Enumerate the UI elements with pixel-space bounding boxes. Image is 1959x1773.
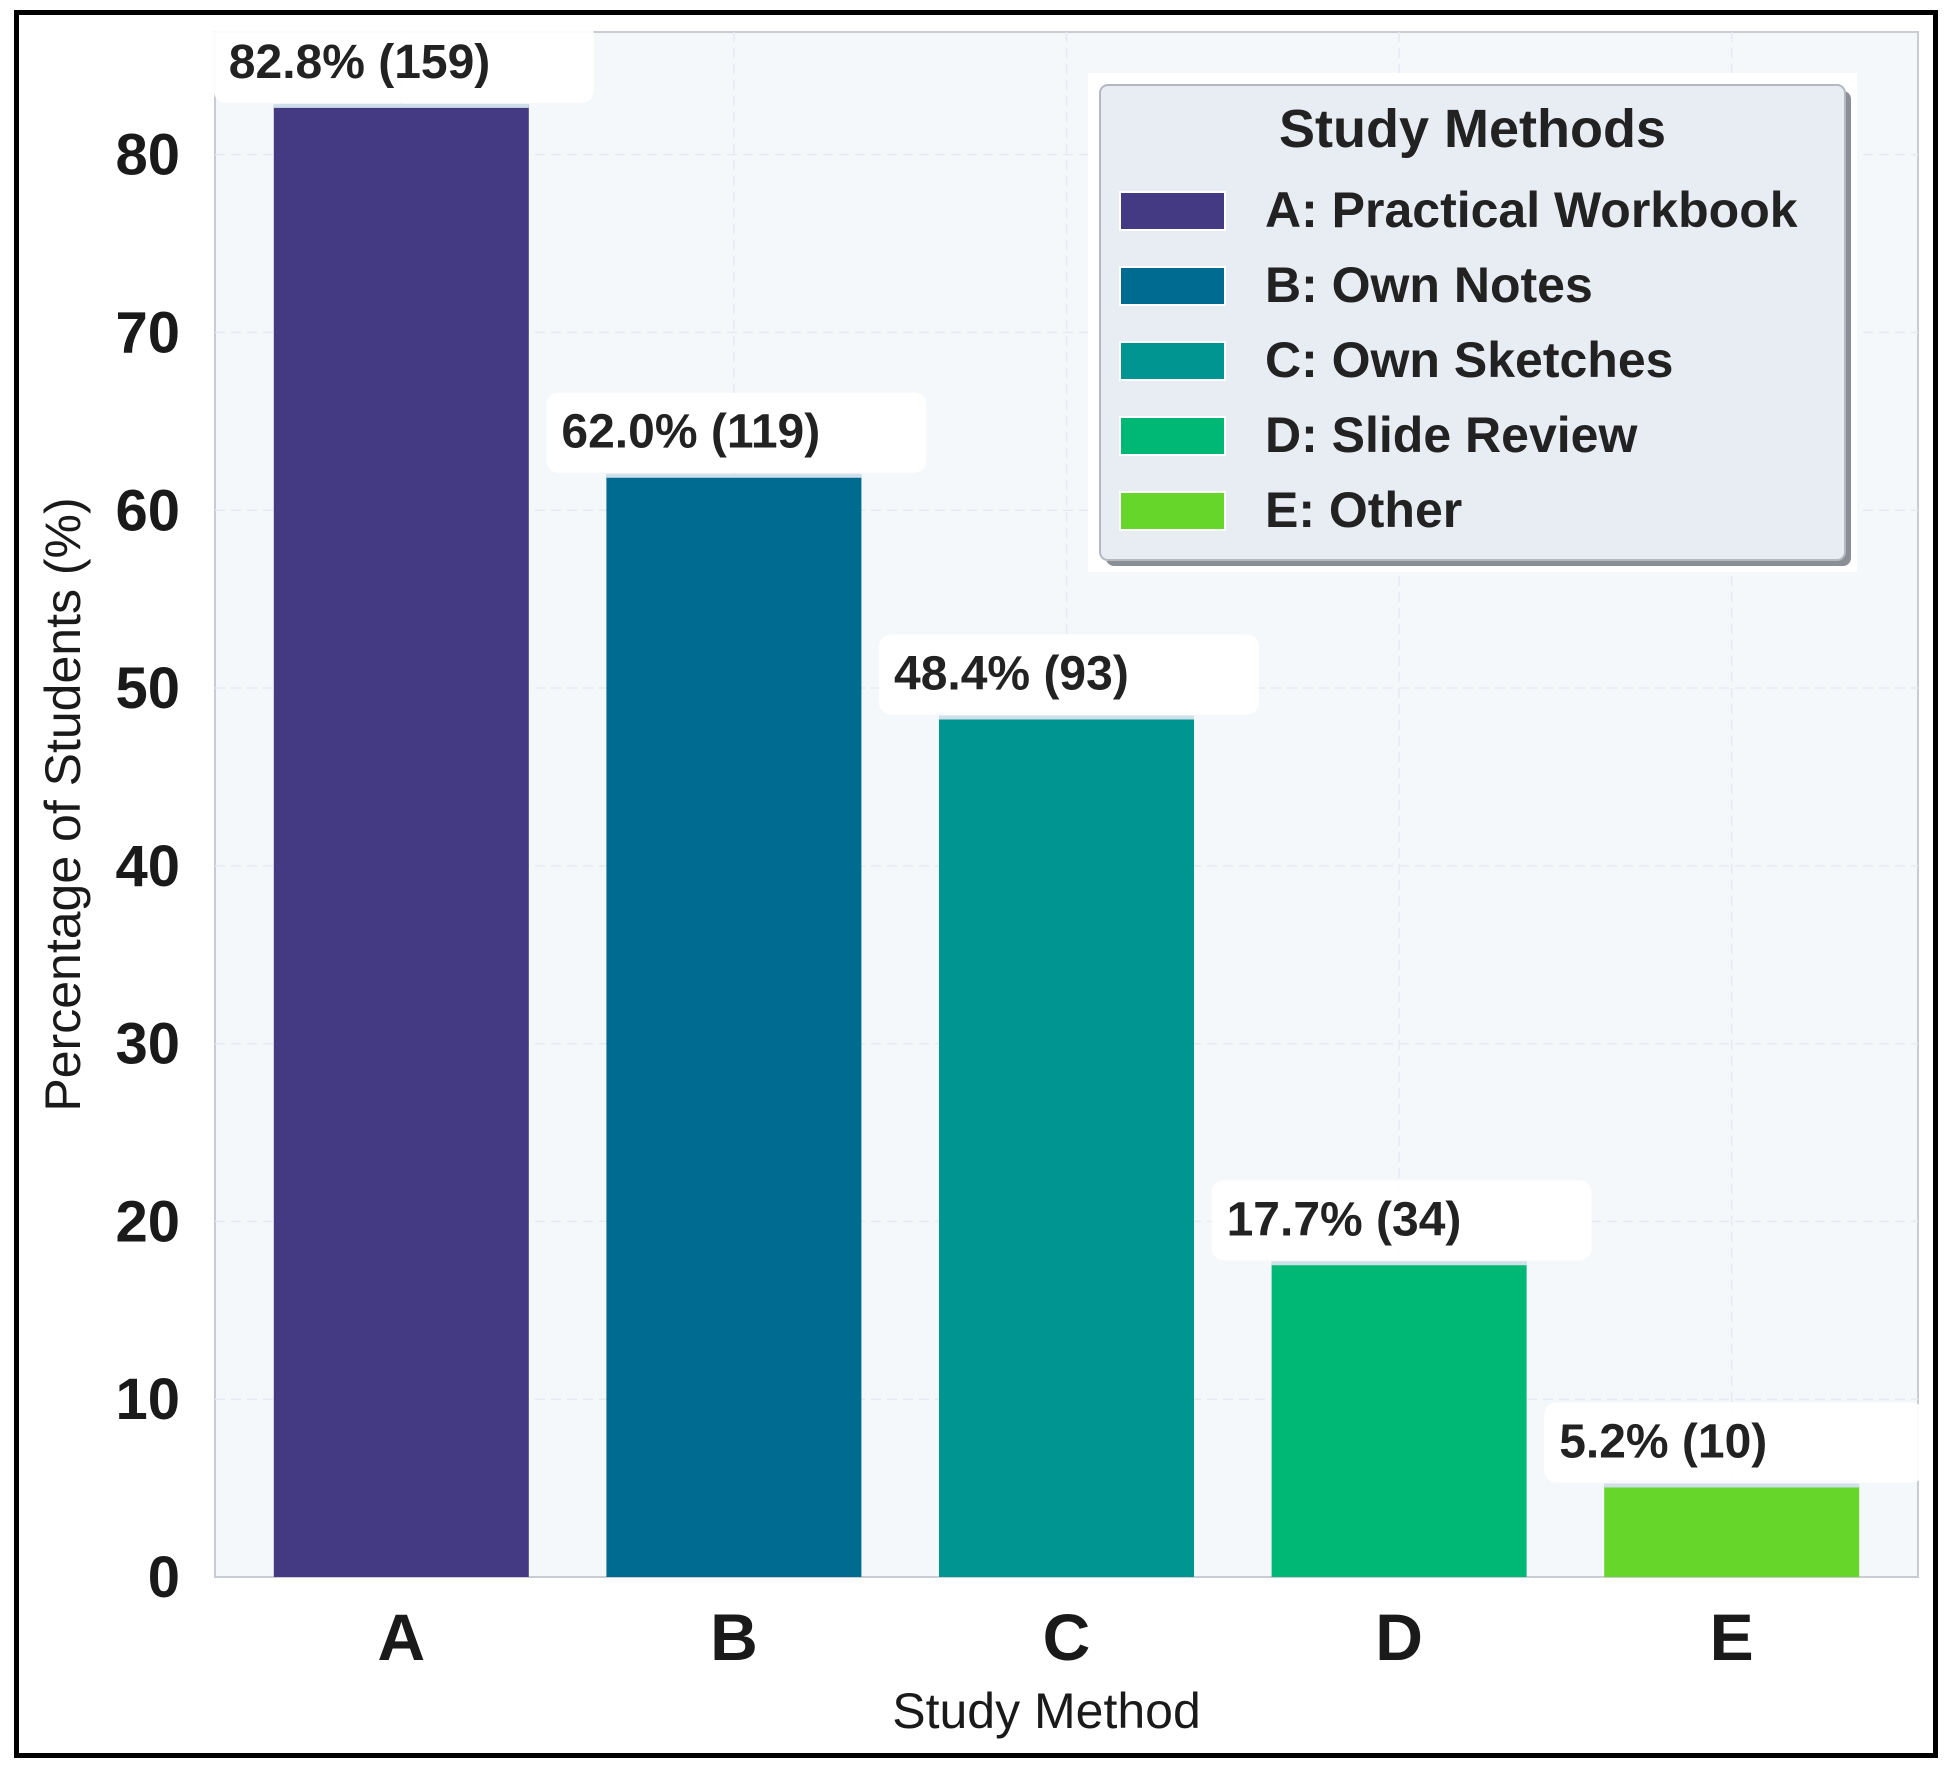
x-tick-label: E (1710, 1600, 1754, 1674)
bars (273, 103, 1860, 1578)
y-tick-label: 30 (115, 1012, 180, 1077)
legend-box (1099, 84, 1846, 561)
x-tick-label: C (1043, 1600, 1091, 1674)
data-label-d: 17.7% (34) (1227, 1193, 1462, 1246)
legend-swatch (1119, 416, 1226, 456)
y-tick-label: 60 (115, 478, 180, 543)
x-axis-label: Study Method (892, 1683, 1201, 1739)
data-label-box (1544, 1402, 1925, 1483)
bar-e (1604, 1484, 1860, 1577)
bar-a (273, 104, 529, 1577)
y-axis-label: Percentage of Students (%) (35, 497, 91, 1111)
x-tick-label: D (1375, 1600, 1423, 1674)
data-label-box (1211, 1180, 1592, 1261)
legend-swatch (1119, 341, 1226, 381)
y-tick-label: 10 (115, 1367, 180, 1432)
x-axis-ticks: A B C D E (377, 1600, 1753, 1674)
y-tick-label: 40 (115, 834, 180, 899)
legend-entry: E: Other (1265, 482, 1462, 538)
legend-entry: A: Practical Workbook (1265, 182, 1798, 238)
x-tick-label: A (377, 1600, 425, 1674)
data-label-box (879, 634, 1259, 715)
bar-c (939, 716, 1194, 1577)
data-label-c: 48.4% (93) (894, 647, 1129, 700)
legend-entry: B: Own Notes (1265, 257, 1593, 313)
data-label-box (213, 22, 594, 103)
data-label-box (546, 392, 927, 473)
legend-entry: D: Slide Review (1265, 407, 1637, 463)
y-axis-ticks: 0 10 20 30 40 50 60 70 80 (115, 123, 180, 1610)
bar-b (606, 474, 862, 1578)
legend: Study Methods A: Practical Workbook B: Own… (1088, 73, 1857, 572)
data-labels: 82.8% (159) 62.0% (119) 48.4% (93) 17.7% (3… (213, 22, 1925, 1483)
legend-swatch (1119, 491, 1226, 531)
y-tick-label: 80 (115, 123, 180, 188)
y-tick-label: 20 (115, 1189, 180, 1254)
y-tick-label: 70 (115, 300, 180, 365)
bar-d (1271, 1262, 1527, 1577)
data-label-a: 82.8% (159) (229, 36, 491, 89)
legend-title: Study Methods (1279, 99, 1666, 159)
y-tick-label: 50 (115, 656, 180, 721)
data-label-e: 5.2% (10) (1559, 1416, 1767, 1469)
legend-swatch (1119, 266, 1226, 306)
legend-entry: C: Own Sketches (1265, 332, 1673, 388)
data-label-b: 62.0% (119) (561, 406, 820, 459)
legend-swatch (1119, 191, 1226, 231)
x-tick-label: B (710, 1600, 758, 1674)
y-tick-label: 0 (148, 1545, 180, 1610)
